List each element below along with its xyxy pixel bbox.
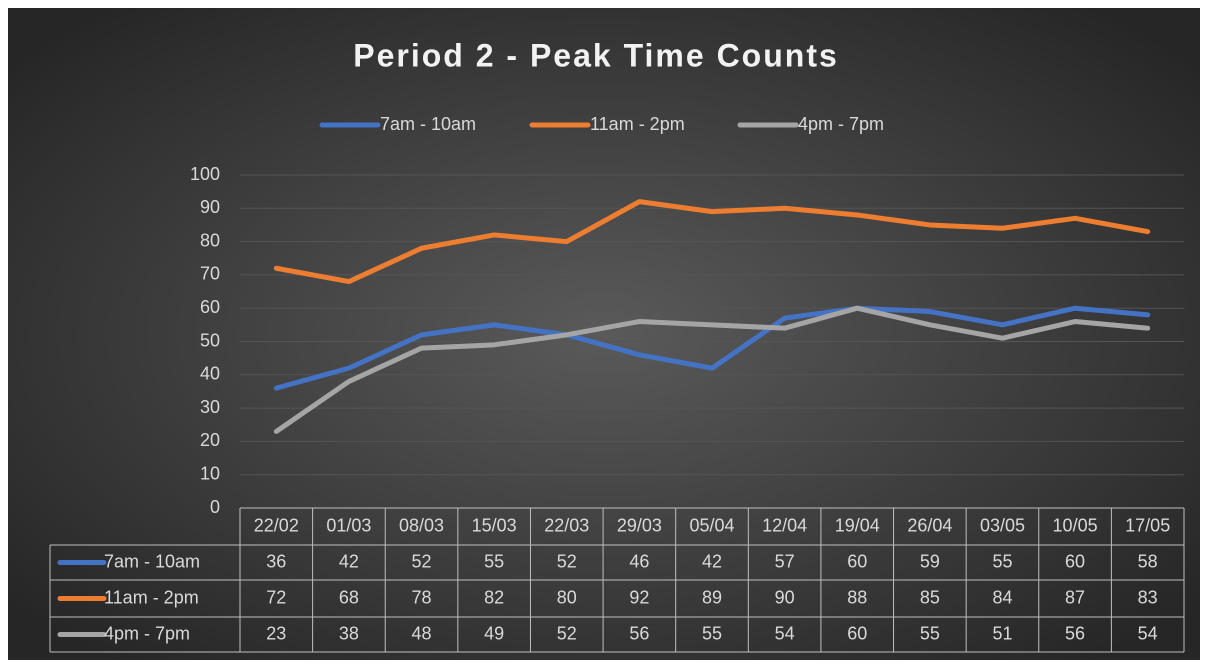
table-cell: 38 (339, 623, 359, 643)
table-row-label: 4pm - 7pm (104, 623, 190, 643)
table-cell: 60 (847, 551, 867, 571)
table-cell: 56 (629, 623, 649, 643)
table-cell: 55 (484, 551, 504, 571)
series-line (273, 199, 1151, 285)
x-tick-label: 03/05 (980, 515, 1025, 535)
table-cell: 55 (702, 623, 722, 643)
table-cell: 36 (266, 551, 286, 571)
table-cell: 48 (412, 623, 432, 643)
table-cell: 82 (484, 587, 504, 607)
legend-label: 4pm - 7pm (798, 114, 884, 134)
table-cell: 90 (775, 587, 795, 607)
table-cell: 42 (339, 551, 359, 571)
table-cell: 46 (629, 551, 649, 571)
y-tick-label: 90 (200, 197, 220, 217)
y-tick-label: 30 (200, 397, 220, 417)
y-tick-label: 40 (200, 364, 220, 384)
table-cell: 59 (920, 551, 940, 571)
x-tick-label: 19/04 (835, 515, 880, 535)
chart-background (8, 8, 1200, 660)
table-cell: 85 (920, 587, 940, 607)
x-tick-label: 22/02 (254, 515, 299, 535)
table-cell: 80 (557, 587, 577, 607)
table-cell: 87 (1065, 587, 1085, 607)
x-tick-label: 17/05 (1125, 515, 1170, 535)
y-tick-label: 0 (210, 497, 220, 517)
table-cell: 52 (557, 623, 577, 643)
y-tick-label: 100 (190, 164, 220, 184)
x-tick-label: 22/03 (544, 515, 589, 535)
x-tick-label: 08/03 (399, 515, 444, 535)
x-tick-label: 26/04 (907, 515, 952, 535)
table-cell: 88 (847, 587, 867, 607)
table-cell: 84 (992, 587, 1012, 607)
table-cell: 52 (412, 551, 432, 571)
series-line (273, 305, 1151, 391)
y-tick-label: 20 (200, 430, 220, 450)
x-tick-label: 05/04 (689, 515, 734, 535)
table-cell: 92 (629, 587, 649, 607)
table-cell: 51 (992, 623, 1012, 643)
x-tick-label: 10/05 (1053, 515, 1098, 535)
table-cell: 55 (992, 551, 1012, 571)
table-cell: 52 (557, 551, 577, 571)
table-row-label: 11am - 2pm (104, 587, 199, 607)
table-cell: 54 (775, 623, 795, 643)
legend-label: 11am - 2pm (590, 114, 685, 134)
table-cell: 83 (1138, 587, 1158, 607)
y-tick-label: 70 (200, 264, 220, 284)
table-cell: 68 (339, 587, 359, 607)
table-cell: 78 (412, 587, 432, 607)
table-cell: 60 (847, 623, 867, 643)
table-cell: 89 (702, 587, 722, 607)
table-cell: 54 (1138, 623, 1158, 643)
table-cell: 42 (702, 551, 722, 571)
table-cell: 72 (266, 587, 286, 607)
x-tick-label: 29/03 (617, 515, 662, 535)
table-cell: 55 (920, 623, 940, 643)
table-row-label: 7am - 10am (104, 551, 200, 571)
series-line (273, 305, 1151, 434)
y-tick-label: 80 (200, 230, 220, 250)
y-tick-label: 10 (200, 463, 220, 483)
y-tick-label: 60 (200, 297, 220, 317)
legend-label: 7am - 10am (380, 114, 476, 134)
table-cell: 49 (484, 623, 504, 643)
y-tick-label: 50 (200, 330, 220, 350)
x-tick-label: 01/03 (326, 515, 371, 535)
chart-title: Period 2 - Peak Time Counts (353, 37, 839, 73)
table-cell: 60 (1065, 551, 1085, 571)
x-tick-label: 15/03 (472, 515, 517, 535)
table-cell: 58 (1138, 551, 1158, 571)
x-tick-label: 12/04 (762, 515, 807, 535)
table-cell: 57 (775, 551, 795, 571)
table-cell: 56 (1065, 623, 1085, 643)
table-cell: 23 (266, 623, 286, 643)
